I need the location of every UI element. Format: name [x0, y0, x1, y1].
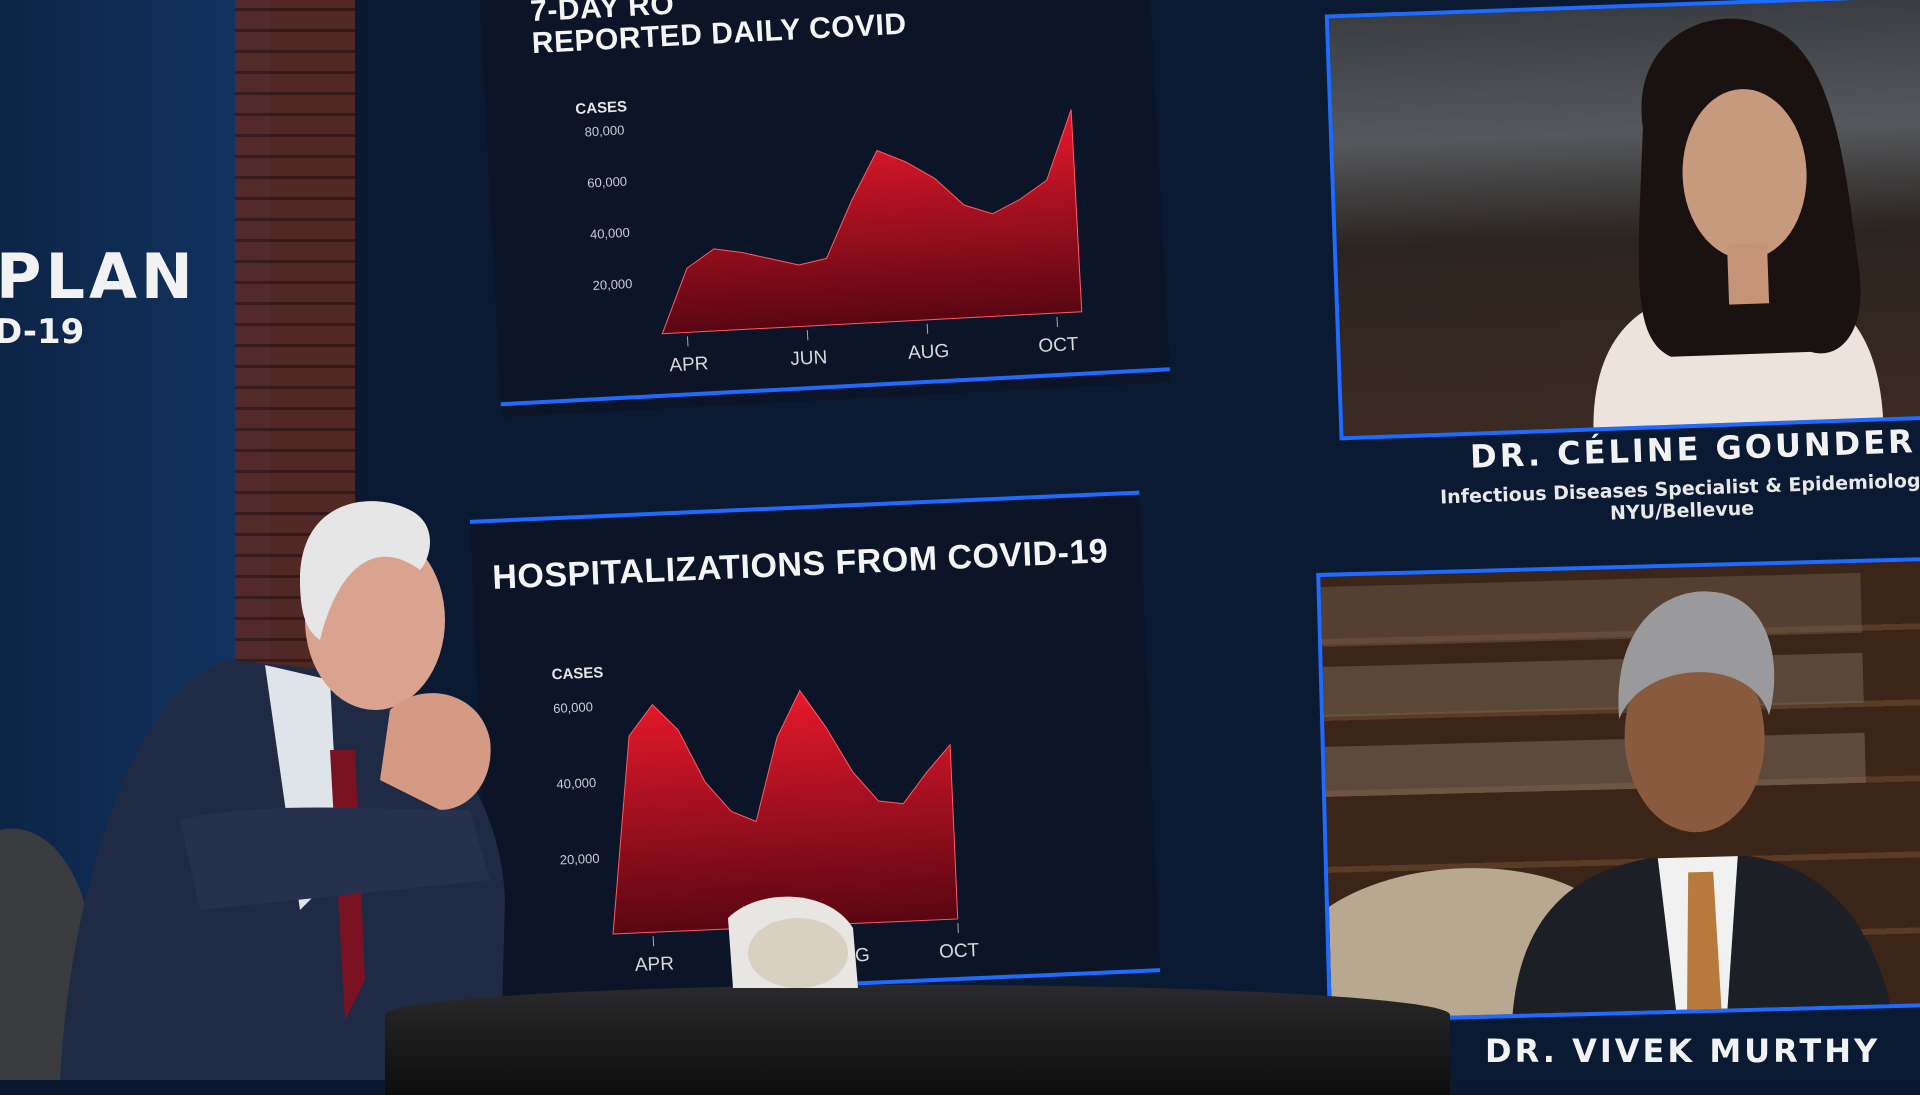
x-tick: [1057, 317, 1058, 327]
x-tick-label: JUN: [790, 347, 828, 370]
person-portrait: [1320, 561, 1920, 1023]
x-tick-label: AUG: [908, 341, 950, 364]
backdrop-text: PLAN: [0, 240, 197, 313]
y-tick-label: 40,000: [590, 225, 630, 242]
y-tick-label: 80,000: [584, 122, 624, 139]
person-portrait: [1329, 0, 1920, 440]
x-tick-label: OCT: [1038, 334, 1080, 357]
x-tick-label: APR: [634, 953, 674, 976]
x-tick: [927, 324, 928, 334]
y-tick-label: 60,000: [587, 174, 627, 191]
cases-area-chart: 80,000 60,000 40,000 20,000 APR JUN AUG OCT: [479, 0, 1170, 417]
x-tick: [687, 336, 688, 346]
speaker-name: DR. VIVEK MURTHY: [1485, 1032, 1880, 1070]
y-tick-label: 20,000: [592, 276, 632, 293]
video-feed-murthy: [1316, 557, 1920, 1023]
backdrop-subtext: D-19: [0, 312, 84, 352]
x-tick-label: OCT: [939, 940, 980, 963]
video-feed-gounder: [1325, 0, 1920, 440]
area-series: [652, 110, 1082, 334]
cases-chart-panel: 7-DAY RO REPORTED DAILY COVID CASES 80,0…: [479, 0, 1170, 417]
x-tick: [807, 330, 808, 340]
face-mask: [718, 888, 863, 993]
y-tick-label: 20,000: [559, 851, 599, 868]
y-tick-label: 40,000: [556, 775, 596, 792]
table: [385, 985, 1450, 1095]
seated-man: [0, 480, 560, 1080]
x-tick-label: APR: [669, 353, 709, 376]
